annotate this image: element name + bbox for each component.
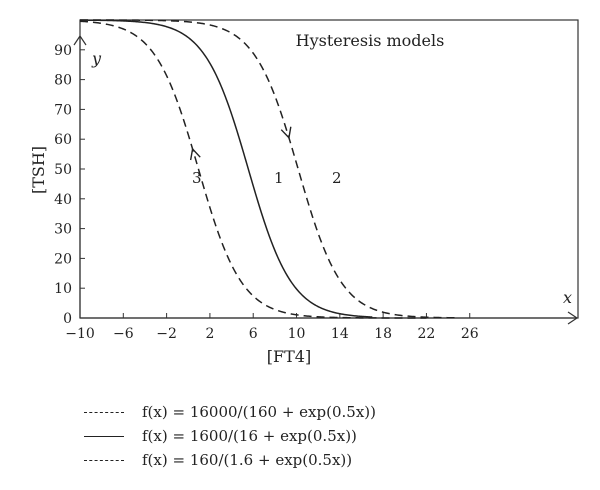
y-axis-title: [TSH]	[29, 146, 48, 194]
legend-text: f(x) = 1600/(16 + exp(0.5x))	[142, 427, 357, 445]
x-variable-label: x	[563, 288, 572, 307]
legend-text: f(x) = 16000/(160 + exp(0.5x))	[142, 403, 376, 421]
chart-title: Hysteresis models	[296, 31, 445, 50]
legend-swatch-solid	[84, 435, 124, 437]
y-tick-label: 60	[54, 132, 72, 148]
x-tick-label: −2	[156, 326, 177, 342]
x-tick-label: 6	[249, 326, 258, 342]
y-tick-label: 50	[54, 162, 72, 178]
legend-entry: f(x) = 160/(1.6 + exp(0.5x))	[84, 448, 376, 472]
y-tick-label: 90	[54, 43, 72, 59]
y-axis-arrowhead	[73, 34, 87, 46]
series-arrow-2	[280, 126, 292, 140]
y-tick-label: 30	[54, 222, 72, 238]
series-arrow-3	[189, 147, 201, 161]
x-tick-label: −10	[65, 326, 95, 342]
series-curve-1	[80, 19, 373, 318]
y-variable-label: y	[91, 49, 102, 68]
series-curve-3	[79, 20, 427, 319]
legend-text: f(x) = 160/(1.6 + exp(0.5x))	[142, 451, 353, 469]
curve-label-2: 2	[332, 169, 342, 187]
legend: f(x) = 16000/(160 + exp(0.5x)) f(x) = 16…	[84, 400, 376, 472]
curve-labels-layer: 2 1 3	[192, 169, 342, 187]
curves-layer	[79, 19, 459, 319]
y-tick-label: 40	[54, 192, 72, 208]
plot-frame	[79, 19, 579, 319]
series-curve-2	[80, 19, 459, 319]
legend-swatch-dashed	[84, 411, 124, 413]
legend-swatch-dashed	[84, 459, 124, 461]
x-axis-arrowhead	[567, 311, 579, 325]
legend-entry: f(x) = 1600/(16 + exp(0.5x))	[84, 424, 376, 448]
x-tick-label: 14	[331, 326, 349, 342]
y-tick-label: 10	[54, 281, 72, 297]
x-tick-label: 22	[418, 326, 436, 342]
y-tick-label: 80	[54, 73, 72, 89]
legend-entry: f(x) = 16000/(160 + exp(0.5x))	[84, 400, 376, 424]
y-tick-label: 0	[63, 311, 72, 327]
x-tick-label: 26	[461, 326, 479, 342]
curve-label-3: 3	[192, 169, 202, 187]
x-axis-title: [FT4]	[267, 347, 311, 366]
x-tick-label: 10	[288, 326, 306, 342]
curve-label-1: 1	[274, 169, 284, 187]
x-tick-label: 18	[374, 326, 392, 342]
x-axis-arrow	[80, 311, 579, 325]
x-tick-label: 2	[205, 326, 214, 342]
y-tick-label: 20	[54, 251, 72, 267]
y-tick-label: 70	[54, 102, 72, 118]
x-tick-label: −6	[113, 326, 134, 342]
y-axis-arrow	[73, 34, 87, 318]
